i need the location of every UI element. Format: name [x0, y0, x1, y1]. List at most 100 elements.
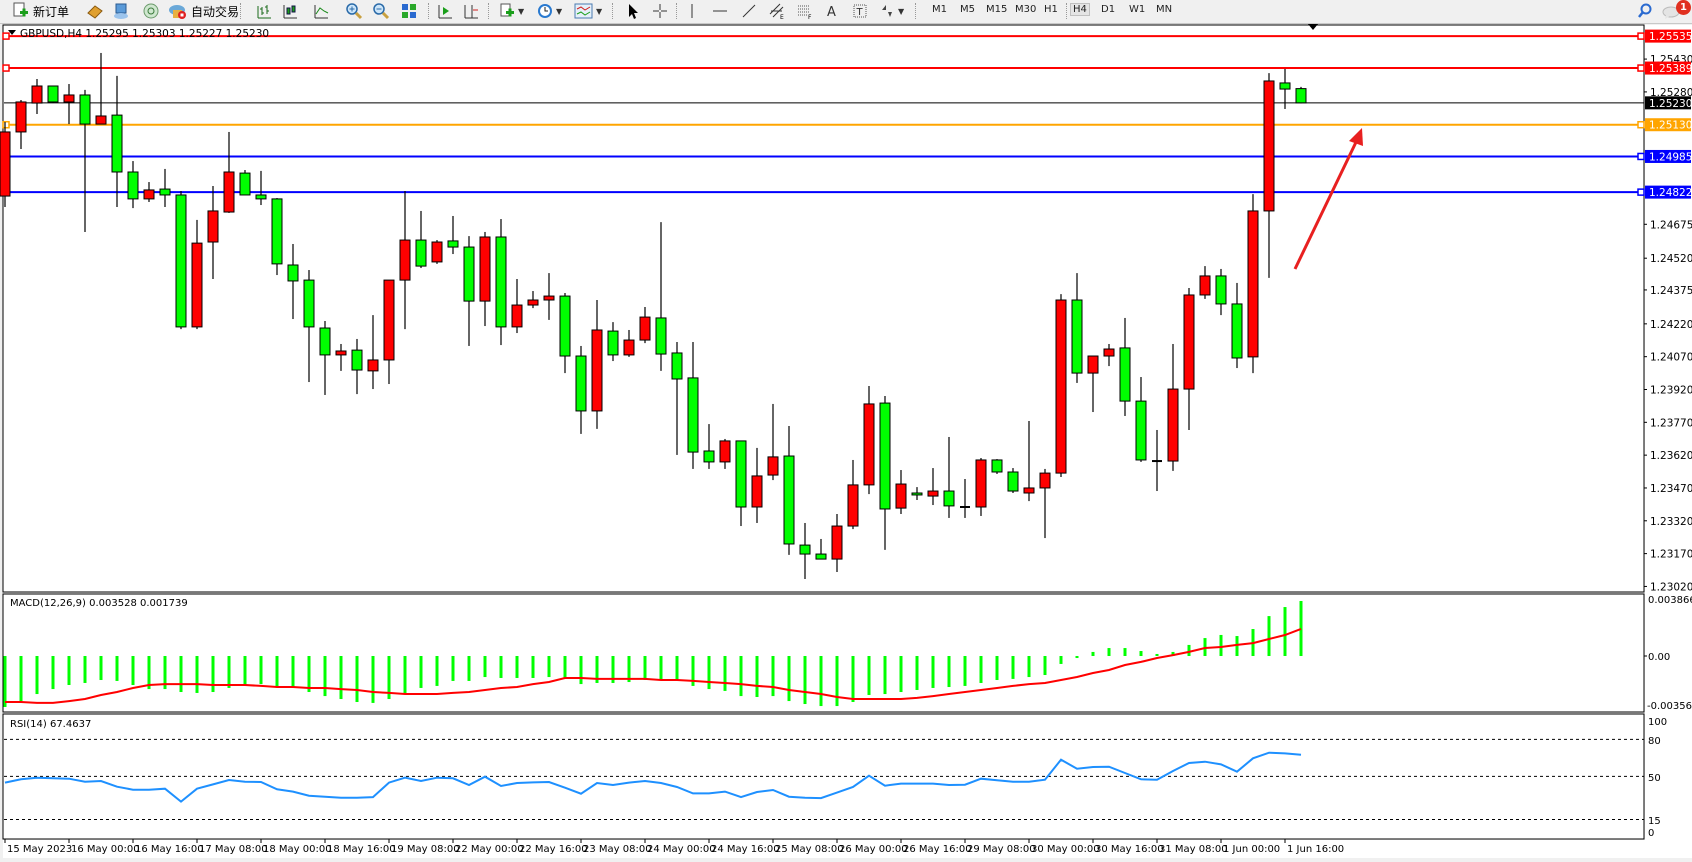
candle[interactable]	[543, 273, 555, 320]
chart-shift-marker[interactable]	[1308, 24, 1318, 30]
line-handle-right[interactable]	[1637, 64, 1645, 72]
candle[interactable]	[1231, 282, 1243, 369]
line-handle-left[interactable]	[2, 64, 10, 72]
candle[interactable]	[207, 185, 219, 279]
timeframe-h4[interactable]: H4	[1070, 3, 1090, 16]
drawn-arrow[interactable]	[1293, 128, 1363, 270]
candle[interactable]	[1119, 317, 1131, 416]
candle[interactable]	[95, 52, 107, 125]
new-order-button[interactable]: 新订单	[12, 2, 69, 20]
candle[interactable]	[1152, 429, 1162, 492]
candle[interactable]	[1199, 266, 1211, 299]
candle[interactable]	[863, 385, 875, 495]
notification-badge[interactable]: 1	[1676, 0, 1691, 15]
candle[interactable]	[319, 321, 331, 395]
search-button[interactable]	[1636, 2, 1654, 20]
candle[interactable]	[703, 424, 715, 469]
candle[interactable]	[527, 291, 539, 309]
candle[interactable]	[671, 342, 683, 455]
candle[interactable]	[31, 78, 43, 115]
timeframe-d1[interactable]: D1	[1101, 4, 1116, 15]
candle[interactable]	[1071, 273, 1083, 383]
candle[interactable]	[847, 459, 859, 530]
candle[interactable]	[495, 219, 507, 346]
indicators-button[interactable]: ▼	[574, 2, 602, 20]
candle[interactable]	[895, 470, 907, 515]
candle[interactable]	[591, 300, 603, 429]
candle[interactable]	[143, 182, 155, 202]
candle[interactable]	[47, 85, 59, 104]
candle[interactable]	[1055, 294, 1067, 478]
data-window-button[interactable]	[112, 2, 130, 20]
candle[interactable]	[1135, 377, 1147, 462]
candle[interactable]	[1183, 287, 1195, 430]
candle[interactable]	[1295, 86, 1307, 104]
vertical-line-button[interactable]	[683, 2, 701, 20]
line-chart-button[interactable]	[312, 2, 330, 20]
candle[interactable]	[111, 75, 123, 208]
timeframe-m15[interactable]: M15	[986, 4, 1008, 15]
macd-panel[interactable]	[2, 593, 1645, 713]
candle[interactable]	[960, 478, 970, 518]
candle[interactable]	[383, 279, 395, 385]
candle[interactable]	[1263, 73, 1275, 278]
zoom-in-button[interactable]	[345, 2, 363, 20]
tile-windows-button[interactable]	[400, 2, 418, 20]
candlestick-button[interactable]	[281, 2, 299, 20]
line-handle-right[interactable]	[1637, 32, 1645, 40]
fibonacci-button[interactable]: F	[796, 2, 814, 20]
auto-scroll-button[interactable]	[436, 2, 454, 20]
candle[interactable]	[175, 191, 187, 330]
main-chart-area[interactable]	[2, 24, 1645, 593]
candle[interactable]	[479, 231, 491, 327]
candle[interactable]	[0, 122, 11, 208]
candle[interactable]	[911, 487, 923, 500]
candle[interactable]	[1215, 268, 1227, 316]
arrows-button[interactable]: ▼	[878, 2, 904, 20]
candle[interactable]	[831, 514, 843, 572]
equidistant-channel-button[interactable]: E	[768, 2, 786, 20]
candle[interactable]	[1007, 468, 1019, 493]
candle[interactable]	[879, 396, 891, 550]
auto-trading-button[interactable]: 自动交易	[168, 2, 239, 20]
candle[interactable]	[639, 307, 651, 344]
chart-menu-triangle-icon[interactable]	[8, 30, 16, 35]
candle[interactable]	[1103, 343, 1115, 367]
timeframe-w1[interactable]: W1	[1129, 4, 1146, 15]
candle[interactable]	[271, 198, 283, 276]
candle[interactable]	[767, 403, 779, 481]
candle[interactable]	[655, 222, 667, 371]
candle[interactable]	[63, 84, 75, 125]
cursor-button[interactable]	[624, 2, 642, 20]
crosshair-button[interactable]	[651, 2, 669, 20]
candle[interactable]	[191, 219, 203, 330]
candle[interactable]	[463, 236, 475, 346]
candle[interactable]	[239, 170, 251, 196]
candle[interactable]	[943, 436, 955, 518]
candle[interactable]	[751, 447, 763, 523]
candle[interactable]	[415, 210, 427, 269]
bar-chart-button[interactable]	[255, 2, 273, 20]
candle[interactable]	[975, 457, 987, 516]
candle[interactable]	[335, 343, 347, 371]
candle[interactable]	[1247, 194, 1259, 374]
line-handle-left[interactable]	[2, 32, 10, 40]
candle[interactable]	[1039, 468, 1051, 539]
candle[interactable]	[1167, 343, 1179, 471]
timeframe-h1[interactable]: H1	[1044, 4, 1058, 15]
periods-button[interactable]: ▼	[536, 2, 562, 20]
candle[interactable]	[431, 240, 443, 264]
text-label-button[interactable]: T	[851, 2, 869, 20]
candle[interactable]	[399, 191, 411, 330]
candle[interactable]	[799, 522, 811, 579]
candle[interactable]	[223, 131, 235, 213]
candle[interactable]	[127, 161, 139, 209]
candle[interactable]	[783, 426, 795, 555]
text-button[interactable]: A	[823, 2, 841, 20]
candle[interactable]	[719, 438, 731, 469]
navigator-button[interactable]	[142, 2, 160, 20]
candle[interactable]	[79, 89, 91, 232]
timeframe-m5[interactable]: M5	[960, 4, 975, 15]
line-handle-right[interactable]	[1637, 152, 1645, 161]
